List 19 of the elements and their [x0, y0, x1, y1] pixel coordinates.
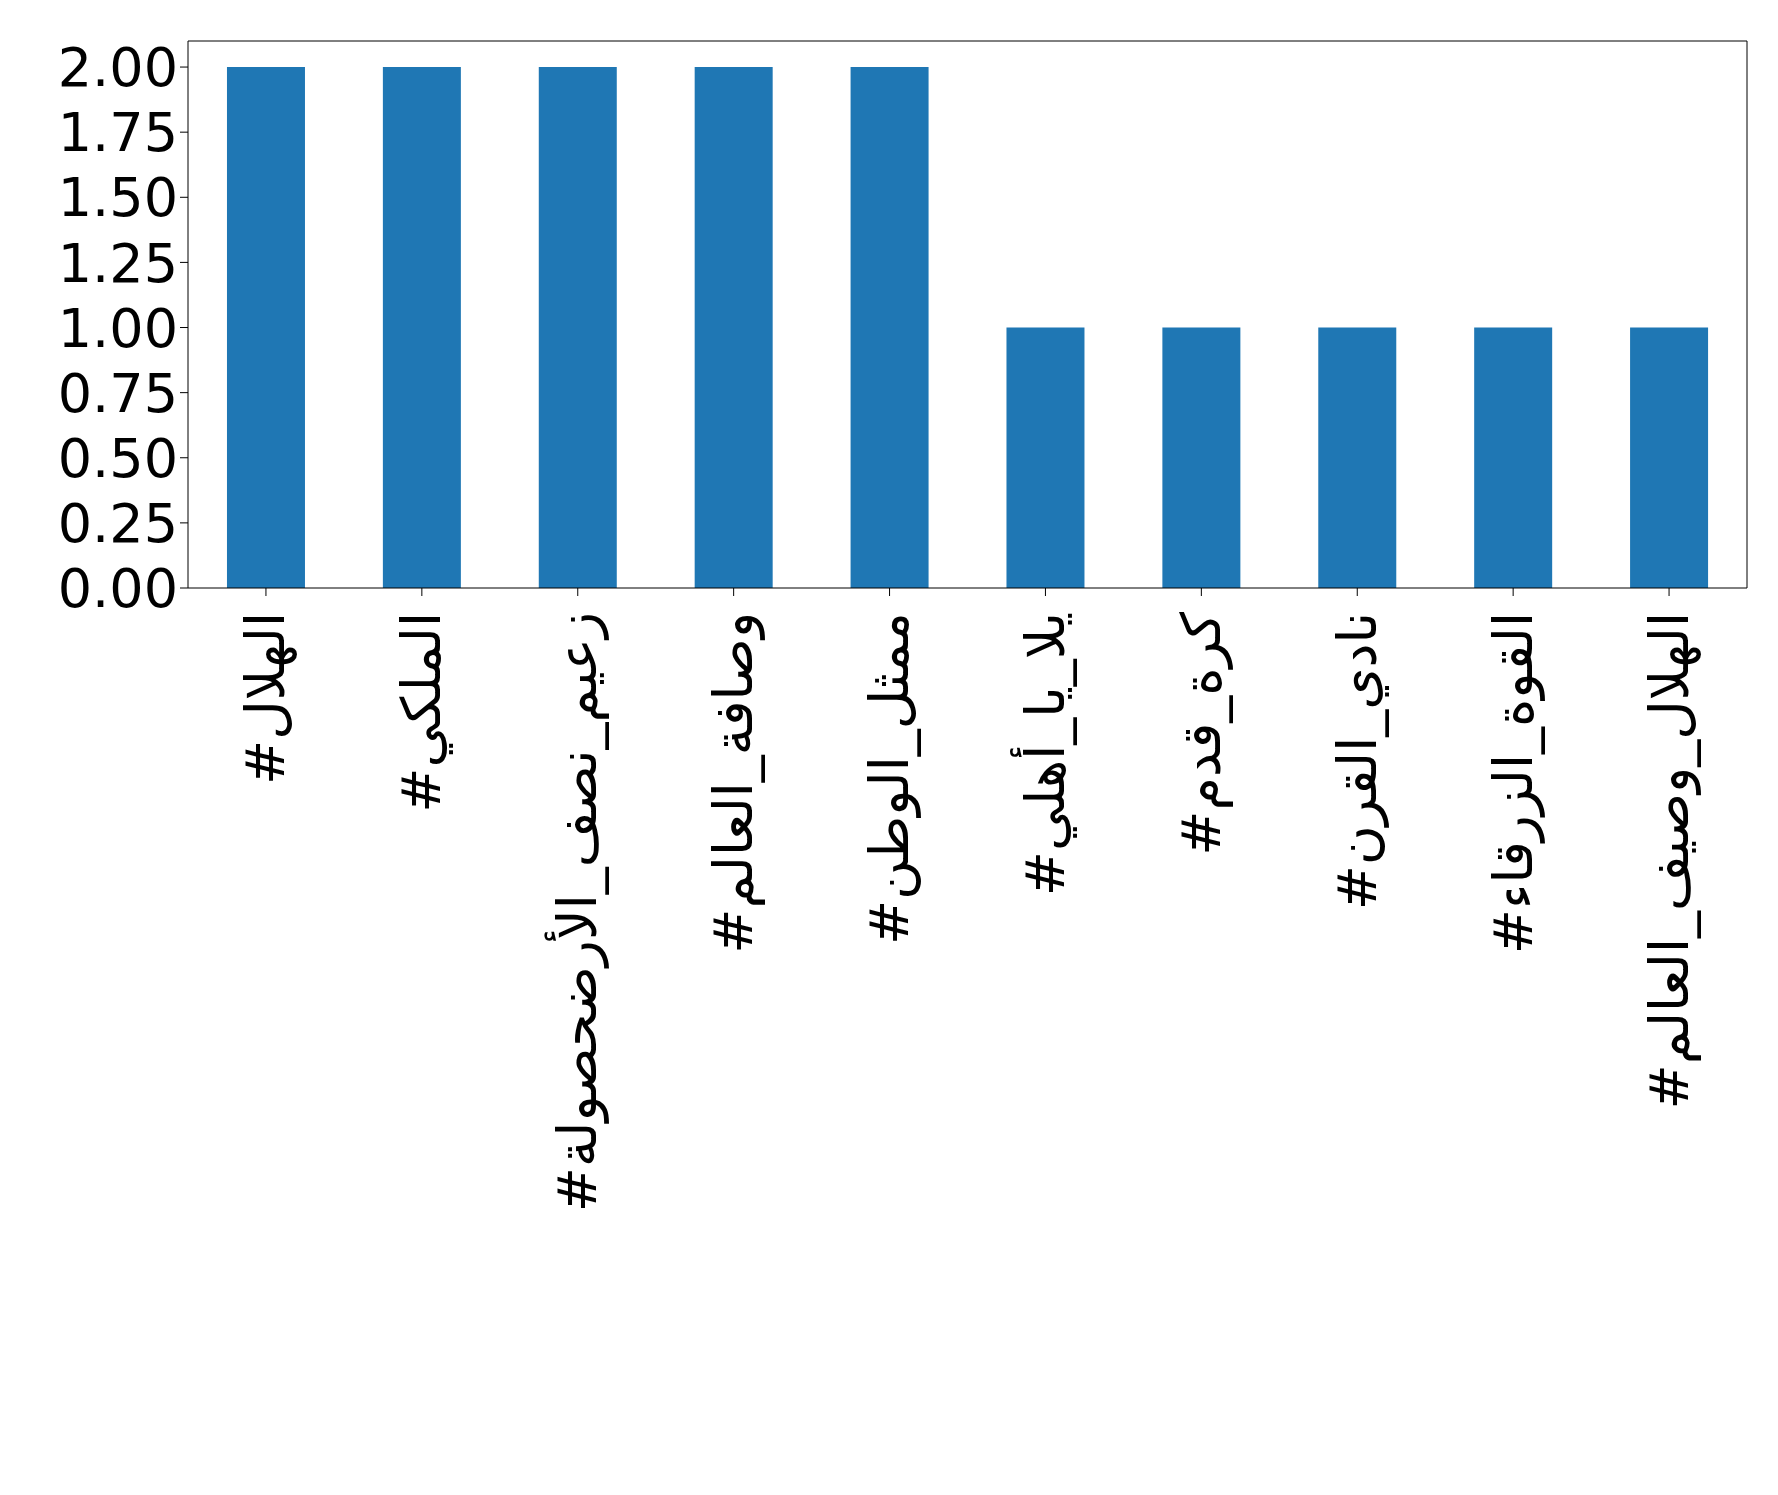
x-tick-label: #الهلال_وصيف_العالم	[1637, 612, 1701, 1110]
x-tick-label: #ممثل_الوطن	[858, 612, 922, 946]
x-tick-label: #الهلال	[234, 612, 298, 786]
y-tick-label: 0.00	[57, 557, 178, 621]
x-tick-label: #يلا_يا_أهلي	[1009, 612, 1077, 897]
x-tick-label: #القوة_الزرقاء	[1481, 612, 1545, 955]
x-tick-label: #كرة_قدم	[1169, 611, 1233, 856]
x-tick-label: #وصافة_العالم	[702, 612, 766, 954]
x-tick-label: #نادي_القرن	[1325, 612, 1389, 911]
y-tick-label: 1.25	[57, 231, 178, 295]
y-tick-label: 1.75	[57, 101, 178, 165]
y-tick-label: 2.00	[57, 36, 178, 100]
y-tick-label: 0.75	[57, 361, 178, 425]
x-tick-label: #الملكي	[390, 612, 454, 813]
x-tick-label: #زعيم_نصف_الأرضحصولة	[544, 612, 610, 1213]
y-tick-label: 1.00	[57, 296, 178, 360]
y-tick-label: 0.50	[57, 426, 178, 490]
y-tick-label: 0.25	[57, 492, 178, 556]
y-tick-label: 1.50	[57, 166, 178, 230]
